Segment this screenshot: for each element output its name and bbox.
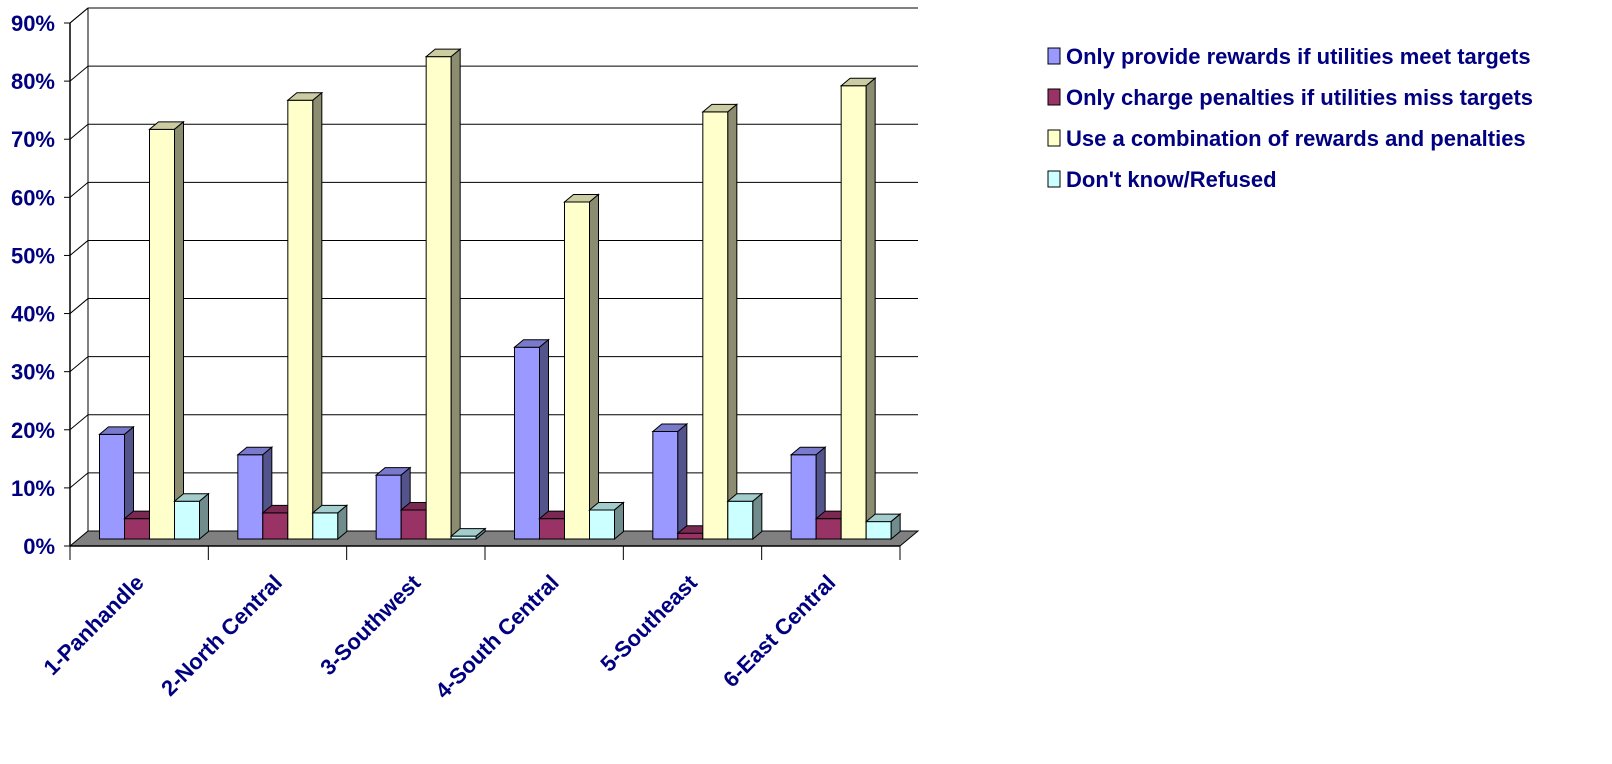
- bar-front: [727, 500, 754, 540]
- bars: [98, 48, 902, 541]
- bar-front: [149, 128, 175, 540]
- bar-front: [174, 500, 200, 540]
- axes: [64, 7, 901, 560]
- bar-front: [287, 99, 314, 540]
- legend-item: Only charge penalties if utilities miss …: [1047, 85, 1533, 110]
- side-wall-top: [69, 7, 89, 24]
- bar: [588, 501, 625, 541]
- gridline-side: [69, 298, 89, 314]
- legend-item: Don't know/Refused: [1047, 167, 1277, 192]
- gridline-side: [69, 240, 89, 256]
- bar: [424, 48, 462, 541]
- bar-side: [475, 527, 486, 541]
- bar-front: [564, 201, 590, 540]
- bar-side: [589, 193, 599, 541]
- x-tick-label: 3-Southwest: [315, 569, 426, 680]
- x-tick-label: 4-South Central: [430, 570, 563, 703]
- bar-front: [312, 512, 339, 540]
- bar-front: [589, 509, 615, 540]
- legend-label: Only charge penalties if utilities miss …: [1066, 85, 1533, 110]
- y-tick-label: 70%: [11, 127, 55, 152]
- gridline-side: [69, 123, 89, 140]
- bar-front: [702, 111, 729, 540]
- bar-side: [539, 338, 549, 541]
- bar-front: [790, 454, 817, 540]
- bar-front: [425, 56, 452, 540]
- bar-side: [752, 492, 763, 541]
- legend: Only provide rewards if utilities meet t…: [1047, 44, 1533, 192]
- legend-swatch: [1047, 47, 1061, 65]
- y-tick-label: 30%: [11, 360, 55, 385]
- y-tick-label: 50%: [11, 243, 55, 268]
- legend-swatch: [1047, 170, 1061, 188]
- bar-front: [539, 518, 565, 540]
- bar: [701, 103, 739, 541]
- bar-front: [262, 512, 289, 540]
- bar-side: [199, 492, 209, 541]
- bar-side: [890, 512, 901, 541]
- bar-side: [337, 504, 348, 541]
- bar-front: [400, 509, 427, 540]
- bar: [374, 466, 412, 541]
- y-tick-label: 80%: [11, 69, 55, 94]
- bar-side: [312, 91, 323, 541]
- bar-side: [174, 120, 184, 541]
- bar-side: [865, 77, 876, 541]
- bar-front: [375, 474, 402, 540]
- bar: [311, 504, 349, 541]
- bar: [864, 512, 902, 541]
- bar-front: [124, 518, 150, 540]
- bar: [789, 446, 827, 541]
- bar: [839, 77, 877, 541]
- gridline-side: [69, 65, 89, 82]
- bar: [513, 338, 550, 541]
- gridline-side: [69, 472, 89, 489]
- y-axis-ticks: 0% 10% 20% 30% 40% 50% 60% 70% 80% 90%: [11, 11, 55, 559]
- bar-side: [677, 422, 688, 541]
- x-axis-ticks: 1-Panhandle 2-North Central 3-Southwest 4-S…: [39, 569, 841, 703]
- bar: [173, 492, 210, 541]
- bar-front: [815, 518, 842, 540]
- gridline-side: [69, 181, 89, 198]
- legend-item: Use a combination of rewards and penalti…: [1047, 126, 1526, 151]
- bar-front: [237, 454, 264, 540]
- gridline-side: [69, 356, 89, 373]
- y-tick-label: 20%: [11, 418, 55, 443]
- legend-swatch: [1047, 129, 1061, 147]
- x-tick-label: 5-Southeast: [595, 569, 702, 676]
- y-tick-label: 0%: [23, 534, 55, 559]
- bar-front: [652, 430, 679, 540]
- bar-front: [514, 346, 540, 540]
- y-tick-label: 10%: [11, 476, 55, 501]
- gridlines: [69, 7, 918, 489]
- bar: [449, 527, 487, 541]
- x-tick-label: 6-East Central: [718, 570, 840, 692]
- x-tick-label: 1-Panhandle: [39, 570, 149, 680]
- legend-item: Only provide rewards if utilities meet t…: [1047, 44, 1531, 69]
- y-tick-label: 40%: [11, 302, 55, 327]
- legend-label: Use a combination of rewards and penalti…: [1066, 126, 1526, 151]
- legend-swatch: [1047, 88, 1061, 106]
- y-tick-label: 60%: [11, 185, 55, 210]
- gridline-side: [69, 414, 89, 431]
- legend-label: Don't know/Refused: [1066, 167, 1277, 192]
- bar: [726, 492, 764, 541]
- y-tick-label: 90%: [11, 11, 55, 36]
- x-tick-label: 2-North Central: [156, 570, 287, 701]
- bar-front: [99, 433, 125, 540]
- bar-front: [840, 85, 867, 540]
- bar-side: [450, 48, 461, 541]
- bar: [286, 91, 324, 541]
- bar-side: [727, 103, 738, 541]
- bar: [148, 120, 185, 541]
- bar: [563, 193, 600, 541]
- bar-front: [677, 532, 704, 540]
- bar: [651, 422, 689, 541]
- legend-label: Only provide rewards if utilities meet t…: [1066, 44, 1531, 69]
- bar-front: [865, 521, 892, 540]
- bar-side: [614, 501, 624, 541]
